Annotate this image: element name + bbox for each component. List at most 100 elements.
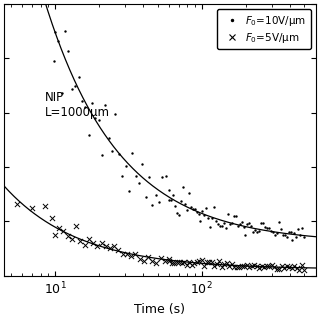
Point: [257, 228, 262, 233]
Point: [249, 264, 254, 269]
Point: [120, 173, 125, 179]
Point: [186, 191, 191, 196]
Point: [239, 263, 244, 268]
Point: [284, 263, 289, 268]
Point: [156, 199, 162, 204]
Point: [59, 91, 64, 96]
Point: [93, 115, 98, 120]
Point: [190, 206, 195, 212]
Point: [214, 261, 219, 266]
Point: [89, 100, 94, 106]
Point: [177, 259, 182, 264]
Point: [130, 151, 135, 156]
Point: [169, 260, 174, 265]
Point: [74, 223, 79, 228]
Point: [103, 102, 108, 107]
Point: [251, 230, 256, 235]
Point: [184, 208, 189, 213]
Point: [133, 174, 138, 179]
Point: [61, 229, 66, 234]
Point: [300, 225, 305, 230]
Point: [255, 229, 260, 234]
Point: [239, 219, 244, 224]
Point: [235, 223, 240, 228]
Point: [294, 235, 299, 240]
Point: [179, 260, 184, 266]
Point: [83, 105, 88, 110]
Point: [182, 260, 187, 265]
Point: [141, 259, 146, 264]
Point: [234, 264, 239, 269]
Point: [187, 260, 192, 265]
Point: [217, 259, 222, 264]
Point: [241, 225, 246, 230]
Point: [52, 233, 58, 238]
Point: [225, 211, 230, 216]
Point: [167, 256, 172, 261]
Point: [204, 205, 209, 210]
Point: [150, 259, 155, 264]
Point: [207, 259, 212, 264]
Point: [253, 227, 258, 232]
Point: [216, 221, 221, 227]
Point: [247, 265, 252, 270]
Point: [259, 221, 264, 226]
Point: [272, 232, 277, 237]
Point: [147, 174, 152, 180]
Point: [269, 263, 274, 268]
Point: [227, 222, 232, 227]
Point: [302, 235, 307, 240]
Point: [198, 219, 203, 224]
Point: [268, 229, 274, 234]
Point: [297, 267, 302, 272]
Point: [120, 252, 125, 257]
Point: [208, 224, 213, 229]
Point: [109, 148, 115, 153]
Point: [229, 220, 234, 225]
Point: [267, 225, 272, 230]
Point: [162, 259, 167, 264]
Point: [202, 212, 207, 218]
Point: [52, 29, 58, 35]
Point: [218, 224, 223, 229]
Point: [212, 263, 217, 268]
Point: [264, 264, 269, 269]
Point: [86, 132, 91, 138]
Point: [180, 184, 185, 189]
Point: [189, 263, 194, 268]
Point: [260, 220, 266, 225]
Point: [192, 260, 197, 266]
Point: [76, 75, 81, 80]
Point: [124, 252, 130, 257]
Point: [272, 264, 277, 269]
Point: [278, 226, 283, 231]
Point: [140, 161, 145, 166]
Point: [222, 261, 227, 267]
Point: [51, 59, 56, 64]
Point: [49, 216, 54, 221]
Point: [282, 265, 287, 270]
Point: [274, 230, 279, 235]
Point: [252, 262, 257, 268]
Point: [91, 241, 96, 246]
Point: [174, 260, 179, 265]
Point: [274, 267, 279, 272]
Point: [262, 225, 268, 230]
Point: [196, 212, 201, 217]
Point: [126, 188, 132, 194]
Point: [233, 213, 238, 219]
Point: [237, 221, 242, 226]
Point: [143, 195, 148, 200]
Point: [282, 233, 287, 238]
Point: [219, 264, 224, 269]
Point: [242, 263, 247, 268]
Point: [65, 234, 70, 239]
Point: [243, 232, 248, 237]
Point: [270, 229, 276, 235]
Point: [292, 264, 297, 269]
Point: [116, 248, 121, 253]
Point: [172, 204, 178, 209]
Point: [136, 180, 141, 186]
Point: [267, 264, 272, 269]
Point: [224, 261, 229, 266]
